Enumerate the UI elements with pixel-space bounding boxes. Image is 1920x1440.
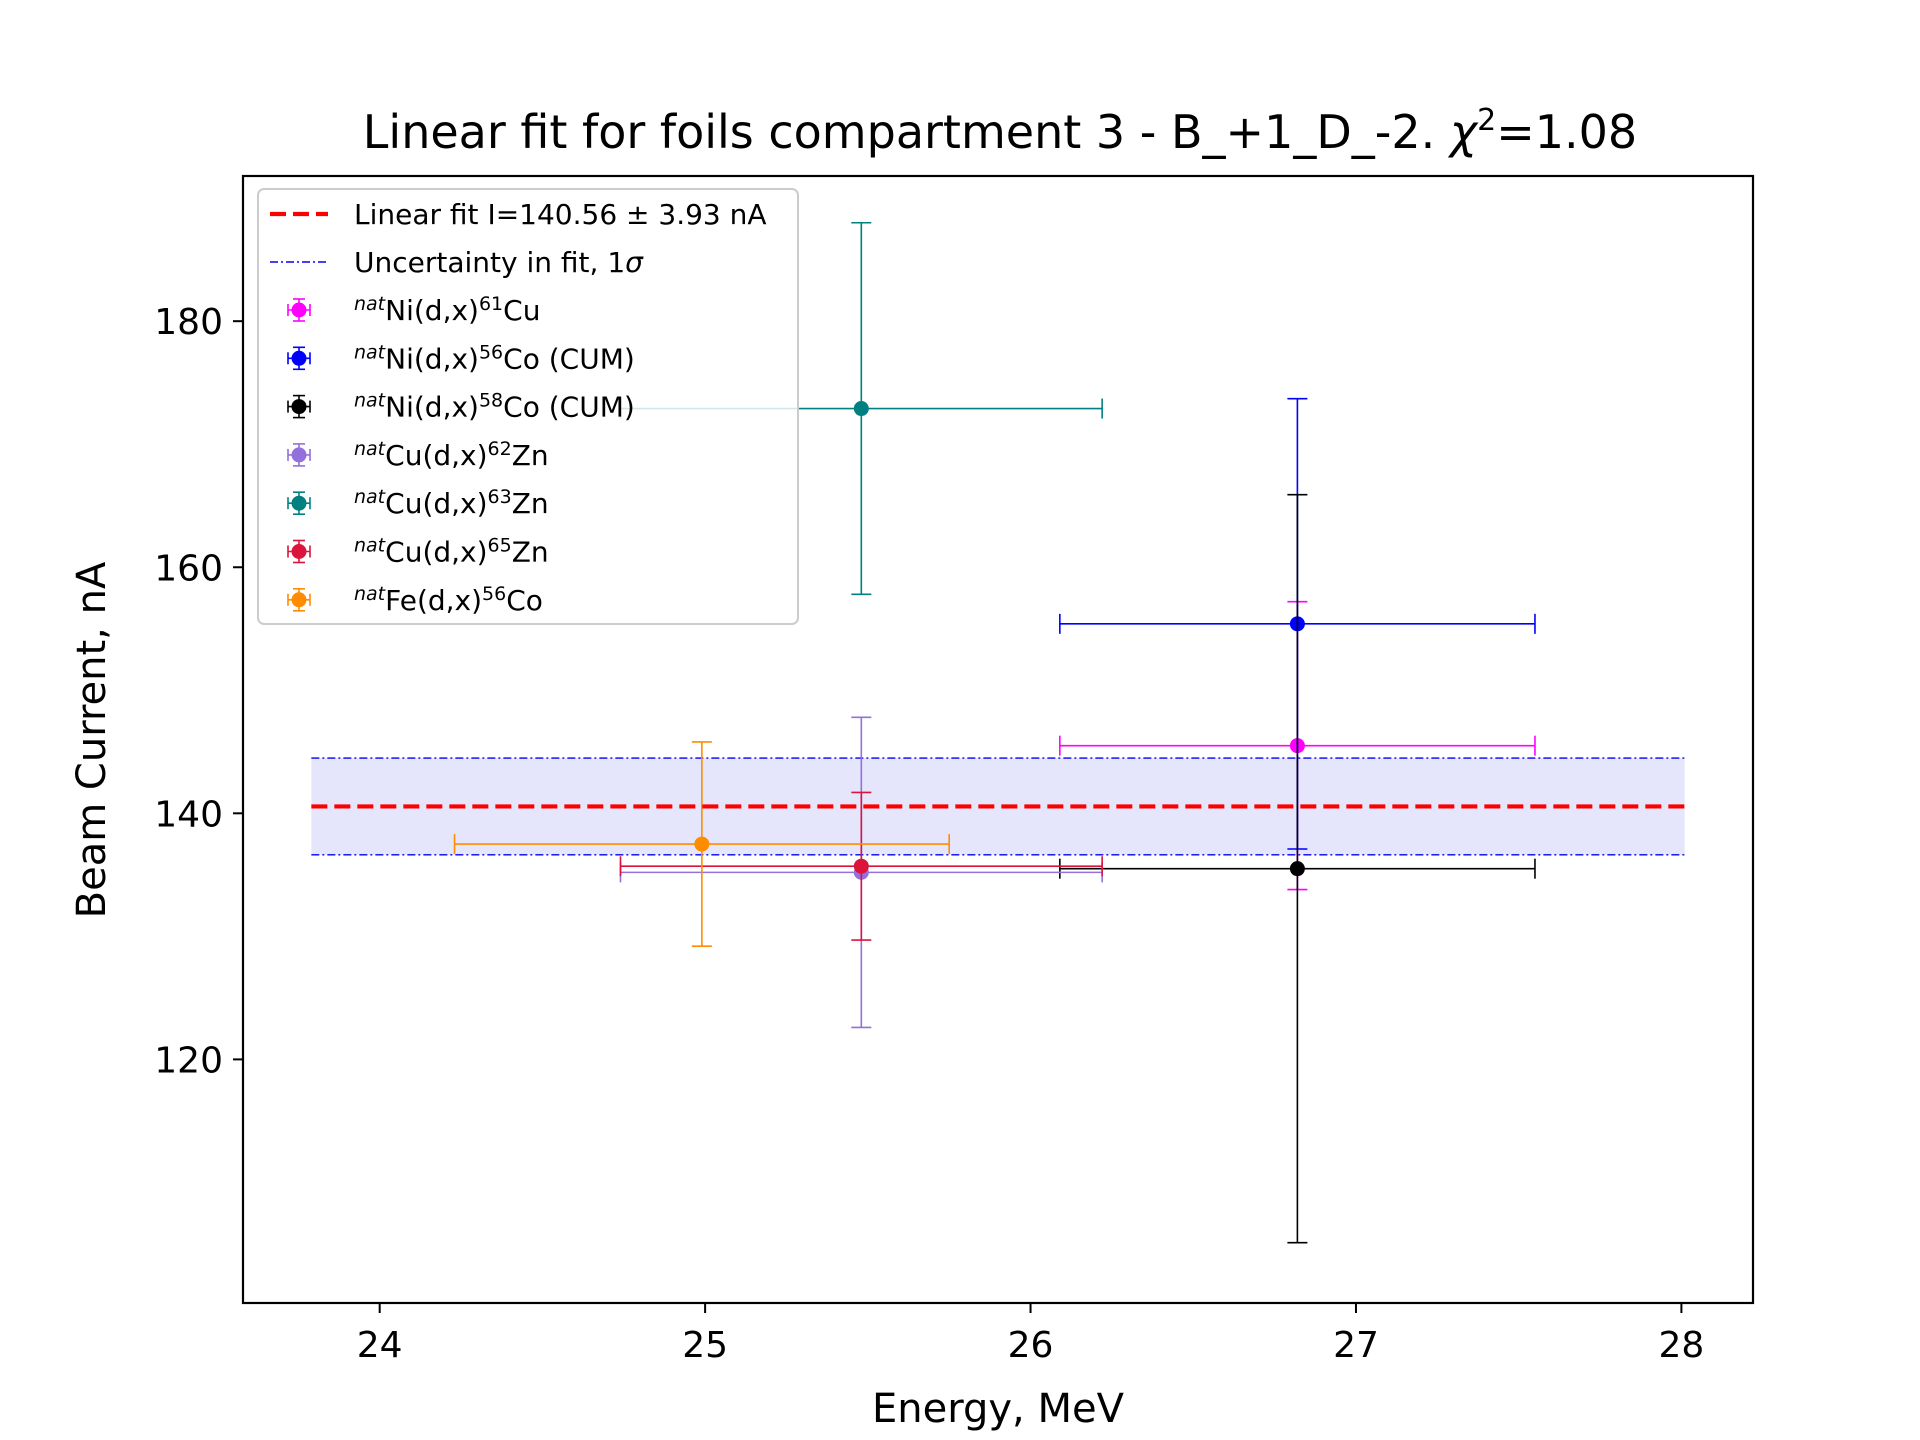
y-tick-label: 140 (154, 794, 223, 835)
legend-superscript-mass: 62 (488, 438, 512, 460)
legend-reaction: Cu(d,x) (385, 439, 487, 472)
data-point-5-0 (619, 791, 1103, 941)
x-tick-label: 24 (357, 1325, 403, 1366)
legend-uncertainty-label: Uncertainty in fit, 1σ (354, 246, 644, 279)
axes-frame (241, 174, 1755, 1305)
legend-reaction: Fe(d,x) (385, 584, 482, 617)
data-marker (1289, 861, 1305, 877)
legend-marker-dot (291, 447, 307, 463)
fit-uncertainty-band (311, 758, 1685, 855)
legend-superscript-nat: nat (354, 341, 387, 363)
legend-marker-dot (291, 302, 307, 318)
legend-marker-dot (291, 399, 307, 415)
legend-superscript-mass: 56 (479, 341, 503, 363)
legend-entry-series-4: natCu(d,x)63Zn (287, 486, 549, 520)
legend-entry-series-0: natNi(d,x)61Cu (287, 293, 540, 327)
data-marker (853, 858, 869, 874)
legend-fit-label: Linear fit I=140.56 ± 3.93 nA (354, 198, 767, 231)
x-tick-label: 27 (1333, 1325, 1379, 1366)
legend-entry-series-2: natNi(d,x)58Co (CUM) (287, 390, 635, 424)
x-axis-label: Energy, MeV (872, 1386, 1125, 1432)
legend-superscript-nat: nat (354, 293, 387, 315)
legend-superscript-nat: nat (354, 486, 387, 508)
legend-reaction: Cu(d,x) (385, 536, 487, 569)
legend-reaction: Ni(d,x) (385, 294, 479, 327)
legend-series-label: natCu(d,x)62Zn (354, 438, 549, 472)
legend-product: Zn (512, 536, 549, 569)
legend-series-label: natCu(d,x)65Zn (354, 535, 549, 569)
plot-area (311, 221, 1685, 1244)
legend-entry-series-1: natNi(d,x)56Co (CUM) (287, 341, 635, 375)
legend-superscript-mass: 65 (488, 535, 512, 557)
legend-superscript-nat: nat (354, 535, 387, 557)
legend-marker-dot (291, 350, 307, 366)
legend-superscript-mass: 61 (479, 293, 503, 315)
y-tick-label: 160 (154, 548, 223, 589)
legend-product: Cu (503, 294, 540, 327)
legend-superscript-nat: nat (354, 390, 387, 412)
legend-entry-series-3: natCu(d,x)62Zn (287, 438, 549, 472)
y-tick-label: 120 (154, 1040, 223, 1081)
legend-superscript-nat: nat (354, 583, 387, 605)
legend-entry-fit: Linear fit I=140.56 ± 3.93 nA (270, 198, 767, 231)
legend-superscript-mass: 63 (488, 486, 512, 508)
legend-marker-dot (291, 544, 307, 559)
legend-series-label: natNi(d,x)61Cu (354, 293, 540, 327)
legend-entry-series-5: natCu(d,x)65Zn (287, 535, 549, 569)
x-axis: 24 25 26 27 28 (357, 1303, 1704, 1366)
x-tick-label: 25 (682, 1325, 728, 1366)
legend-uncertainty-text: Uncertainty in fit, 1 (354, 246, 625, 279)
legend-entry-series-6: natFe(d,x)56Co (287, 583, 543, 617)
chart-title: Linear fit for foils compartment 3 - B_+… (363, 103, 1637, 159)
legend-reaction: Ni(d,x) (385, 391, 479, 424)
legend-superscript-mass: 58 (479, 390, 503, 412)
y-tick-label: 180 (154, 302, 223, 343)
legend-series-label: natCu(d,x)63Zn (354, 486, 549, 520)
legend-reaction: Cu(d,x) (385, 487, 487, 520)
y-axis-label: Beam Current, nA (69, 561, 115, 918)
legend-sigma-symbol: σ (625, 246, 644, 279)
legend-product: Zn (512, 439, 549, 472)
legend-series-label: natFe(d,x)56Co (354, 583, 543, 617)
data-point-2-0 (1059, 493, 1536, 1244)
legend-superscript-nat: nat (354, 438, 387, 460)
legend-product: Zn (512, 487, 549, 520)
legend: Linear fit I=140.56 ± 3.93 nA Uncertainty… (257, 188, 799, 625)
legend-product: Co (506, 584, 543, 617)
legend-superscript-mass: 56 (482, 583, 506, 605)
legend-marker-dot (291, 592, 307, 608)
legend-product: Co (CUM) (503, 342, 635, 375)
x-tick-label: 28 (1658, 1325, 1704, 1366)
x-tick-label: 26 (1008, 1325, 1054, 1366)
legend-series-label: natNi(d,x)56Co (CUM) (354, 341, 635, 375)
legend-marker-dot (291, 495, 307, 511)
legend-entry-uncertainty: Uncertainty in fit, 1σ (270, 246, 644, 279)
legend-product: Co (CUM) (503, 391, 635, 424)
data-marker (694, 836, 710, 852)
legend-reaction: Ni(d,x) (385, 342, 479, 375)
y-axis: 120 140 160 180 (154, 302, 243, 1081)
legend-box (257, 188, 799, 625)
data-point-6-0 (453, 741, 950, 947)
legend-series-label: natNi(d,x)58Co (CUM) (354, 390, 635, 424)
data-marker (853, 401, 869, 417)
